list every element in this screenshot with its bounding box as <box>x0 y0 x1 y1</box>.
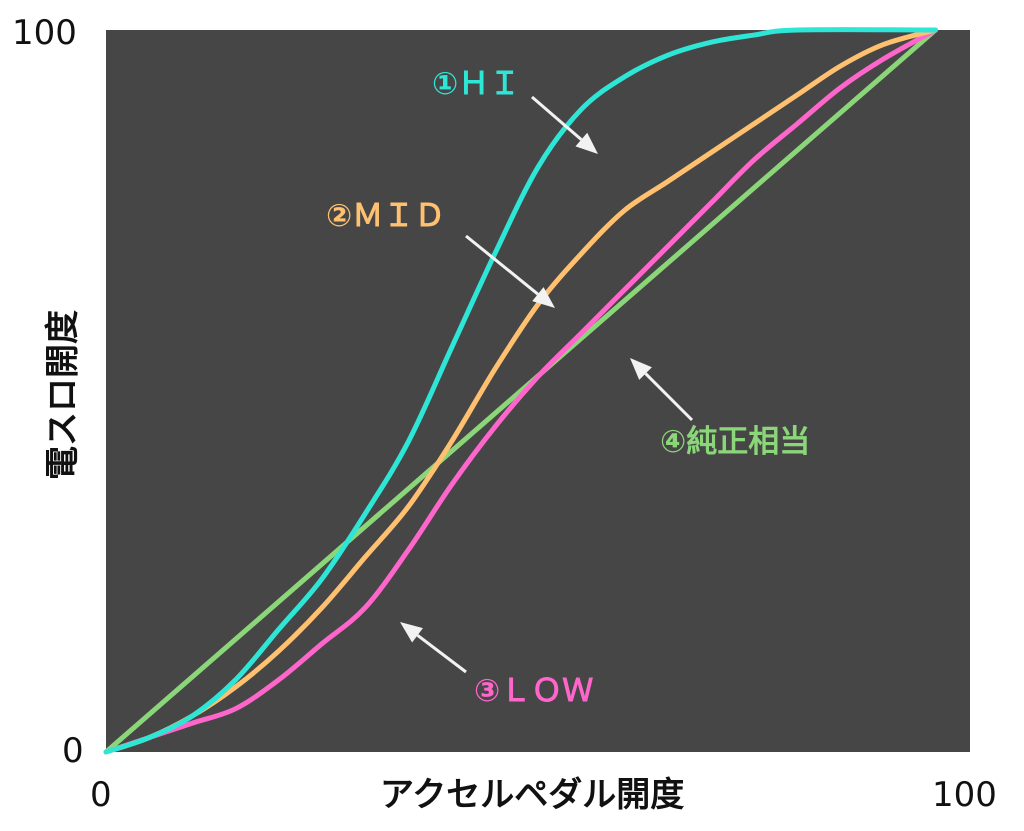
arrow-mid <box>465 234 555 308</box>
x-tick-0: 0 <box>90 775 112 815</box>
label-mid: ②ＭＩＤ <box>326 198 445 234</box>
plot-area <box>106 30 970 752</box>
curve-hi <box>103 27 938 755</box>
y-tick-0: 0 <box>62 731 84 771</box>
y-axis-label: 電スロ開度 <box>43 310 83 480</box>
label-stock: ④純正相当 <box>660 424 810 460</box>
curve-mid <box>103 27 938 755</box>
label-low: ③ＬＯＷ <box>474 673 593 709</box>
curves-layer <box>103 27 938 755</box>
curve-low <box>103 27 938 755</box>
arrow-low <box>400 622 467 674</box>
y-tick-100: 100 <box>12 13 77 53</box>
annotation-arrows <box>400 95 694 674</box>
arrow-hi <box>531 95 598 154</box>
label-hi: ①ＨＩ <box>432 66 520 102</box>
x-axis-label: アクセルペダル開度 <box>380 775 684 815</box>
curve-stock <box>103 27 938 755</box>
arrow-stock <box>630 358 694 422</box>
x-tick-100: 100 <box>932 775 997 815</box>
